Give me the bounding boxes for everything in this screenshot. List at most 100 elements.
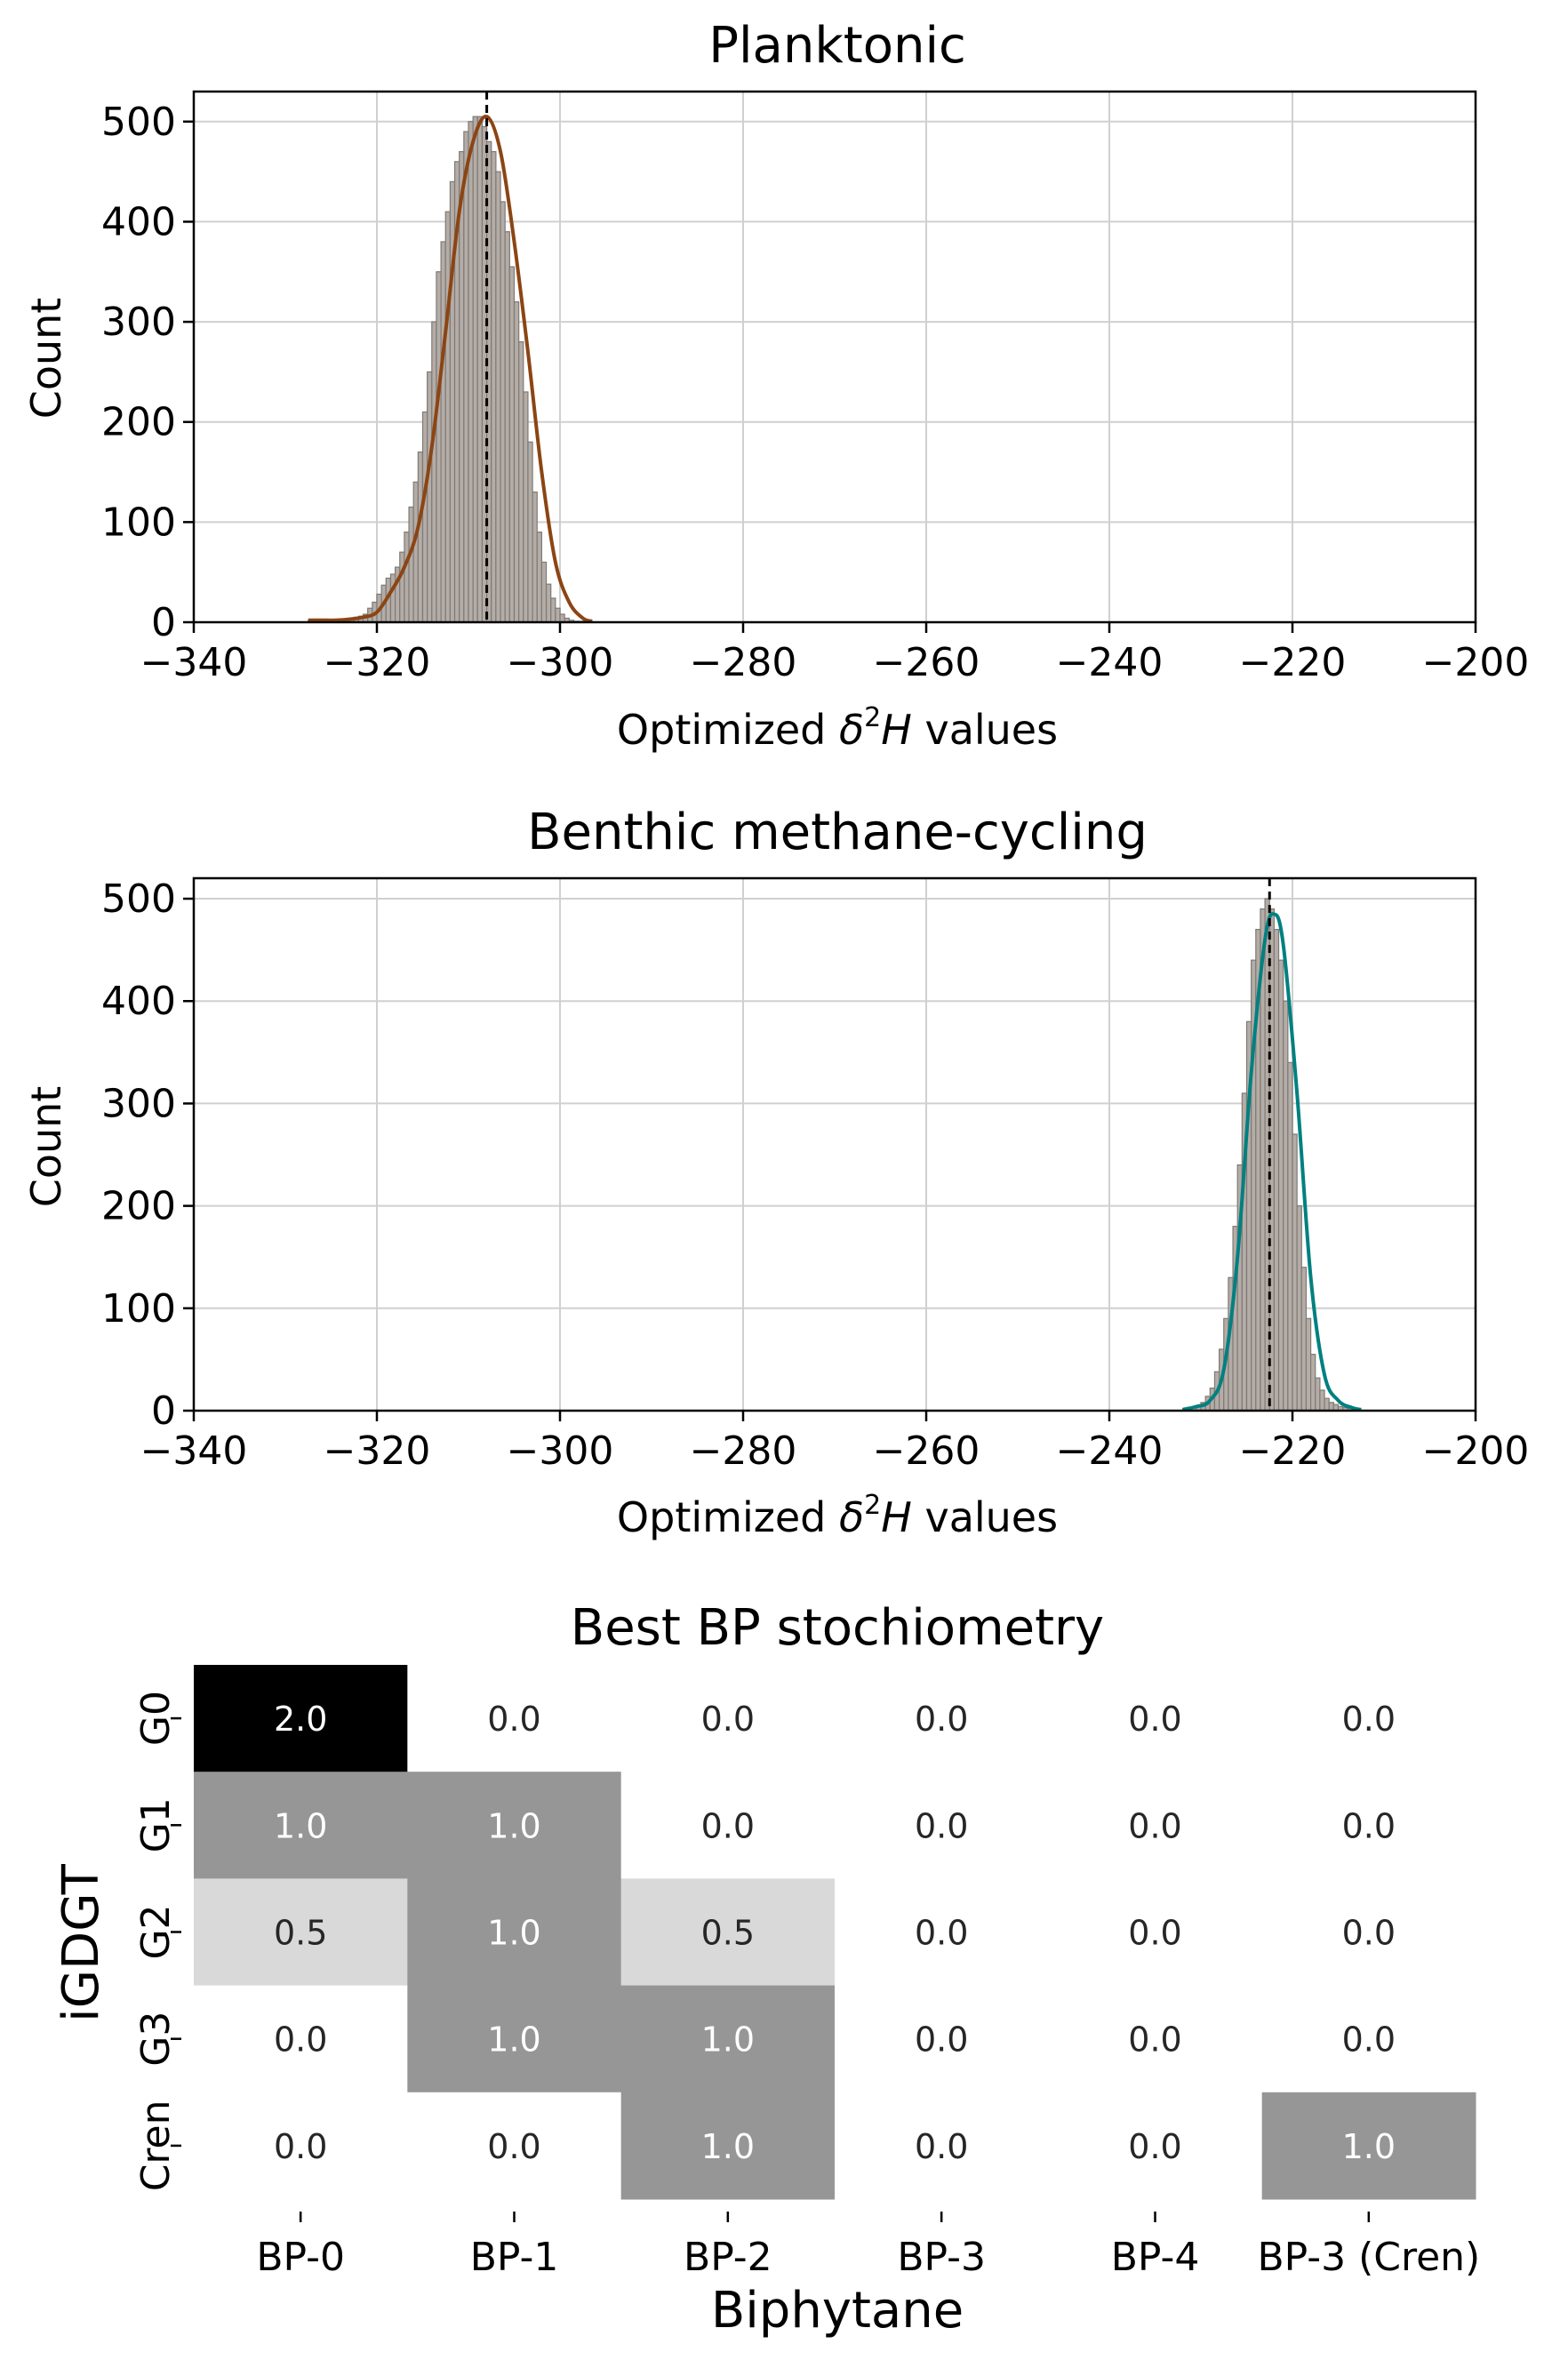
axes-frame (192, 876, 1477, 1412)
heatmap-cell (1048, 1985, 1263, 2093)
histogram-bar (399, 551, 405, 623)
heatmap-cell (620, 1985, 836, 2093)
heatmap-title: Best BP stochiometry (571, 1599, 1104, 1657)
benthic-title: Benthic methane-cycling (527, 804, 1148, 861)
heatmap-cell (407, 1772, 622, 1879)
heatmap-cell-label: 0.0 (1128, 2020, 1181, 2060)
x-tick-label: −340 (140, 1428, 248, 1474)
histogram-bar (513, 300, 520, 623)
y-tick-label: 300 (101, 300, 176, 345)
histogram-bar (527, 441, 533, 623)
heatmap-cells: 2.0 0.0 0.0 0.0 0.0 0.0 1.0 1.0 0.0 0.0 0.0 0.0 0.5 1… (194, 1665, 1476, 2200)
benthic-axes-frame (192, 876, 1477, 1412)
x-tick-label: −320 (324, 640, 431, 685)
xlabel-delta: δ (839, 706, 864, 754)
histogram-bar (532, 491, 538, 623)
row-label: G0 (133, 1691, 179, 1746)
benthic-panel: Benthic methane-cycling −340 −320 −300 −280… (22, 804, 1529, 1541)
heatmap-cell-label: 0.5 (274, 1914, 327, 1953)
x-tick-label: −300 (507, 640, 614, 685)
heatmap-cell (194, 2092, 408, 2200)
column-label: BP-3 (897, 2235, 986, 2280)
heatmap-cell-label: 0.0 (1342, 1914, 1396, 1953)
column-label: BP-3 (Cren) (1257, 2235, 1480, 2280)
heatmap-cell (620, 1878, 836, 1987)
heatmap-cell (620, 2092, 836, 2200)
heatmap-cell-label: 1.0 (701, 2127, 755, 2166)
column-label: BP-0 (256, 2235, 345, 2280)
x-tick-label: −240 (1056, 640, 1164, 685)
y-tick-label: 500 (101, 100, 176, 145)
heatmap-cell-label: 0.0 (915, 1914, 968, 1953)
x-tick-label: −220 (1239, 640, 1347, 685)
histogram-bar (463, 131, 469, 623)
heatmap-cell-label: 0.0 (487, 2127, 540, 2166)
heatmap-cell (620, 1772, 836, 1879)
xlabel-pre: Optimized (617, 1493, 839, 1541)
kde-curve (1181, 912, 1362, 1412)
heatmap-cell (194, 1665, 408, 1772)
histogram-bar (1300, 1267, 1308, 1412)
x-tick-label: −280 (690, 640, 797, 685)
histogram-bar (1277, 959, 1284, 1412)
heatmap-cell-label: 0.0 (1128, 1806, 1181, 1845)
heatmap-cell-label: 0.0 (1128, 1700, 1181, 1739)
planktonic-panel: Planktonic −340 −320 −300 −280 −260 −240 −220−… (22, 17, 1529, 754)
planktonic-ylabel: Count (22, 298, 70, 420)
heatmap-cell (407, 2092, 622, 2200)
histogram-bar (559, 613, 565, 623)
heatmap-cell-label: 0.0 (1128, 2127, 1181, 2166)
y-tick-label: 400 (101, 199, 176, 244)
heatmap-cell-label: 0.0 (701, 1700, 755, 1739)
histogram-bar (417, 451, 424, 623)
heatmap-cell-label: 0.0 (701, 1806, 755, 1845)
heatmap-cell-label: 1.0 (487, 1806, 540, 1845)
heatmap-cell-label: 2.0 (274, 1700, 327, 1739)
heatmap-cell (835, 1772, 1049, 1879)
histogram-bar (459, 150, 465, 623)
heatmap-cell-label: 1.0 (1342, 2127, 1396, 2166)
heatmap-cell (620, 1665, 836, 1772)
histogram-bar (1283, 1000, 1289, 1412)
heatmap-cell (1261, 1878, 1476, 1987)
heatmap-cell-label: 1.0 (701, 2020, 755, 2060)
kde-curve (308, 115, 593, 623)
y-tick-label: 0 (151, 1388, 176, 1434)
heatmap-cell-label: 0.0 (1342, 1700, 1396, 1739)
benthic-ylabel: Count (22, 1086, 70, 1208)
x-tick-label: −200 (1422, 1428, 1530, 1474)
x-tick-label: −240 (1056, 1428, 1164, 1474)
heatmap-cell (1048, 1772, 1263, 1879)
x-tick-label: −280 (690, 1428, 797, 1474)
benthic-kde (1181, 912, 1362, 1412)
x-tick-label: −320 (324, 1428, 431, 1474)
planktonic-axes-frame (192, 90, 1477, 624)
y-tick-label: 200 (101, 400, 176, 445)
histogram-bar (500, 201, 506, 623)
heatmap-cell-label: 0.0 (1128, 1914, 1181, 1953)
xlabel-post: values (912, 1493, 1058, 1541)
benthic-xlabel: Optimized δ2H values (617, 1490, 1058, 1541)
y-tick-label: 100 (101, 1286, 176, 1332)
histogram-bar (504, 231, 510, 623)
histogram-bar (440, 241, 446, 623)
histogram-bar (1287, 1061, 1293, 1412)
histogram-bar (472, 116, 478, 623)
row-label: G2 (133, 1904, 179, 1959)
heatmap-cell-label: 0.0 (915, 2127, 968, 2166)
heatmap-cell (194, 1878, 408, 1987)
histogram-bar (540, 561, 548, 623)
heatmap-cell (407, 1985, 622, 2093)
histogram-bar (389, 573, 396, 623)
planktonic-y-ticks: 0 100 200 300 400 500 (101, 100, 194, 645)
heatmap-cell-label: 0.0 (1342, 2020, 1396, 2060)
x-tick-label: −260 (873, 1428, 980, 1474)
xlabel-pre: Optimized (617, 706, 839, 754)
heatmap-cell (1048, 1878, 1263, 1987)
histogram-bar (408, 506, 414, 623)
heatmap-cell-label: 1.0 (274, 1806, 327, 1845)
xlabel-delta: δ (839, 1493, 864, 1541)
histogram-bar (495, 171, 501, 623)
histogram-bar (1315, 1377, 1321, 1412)
